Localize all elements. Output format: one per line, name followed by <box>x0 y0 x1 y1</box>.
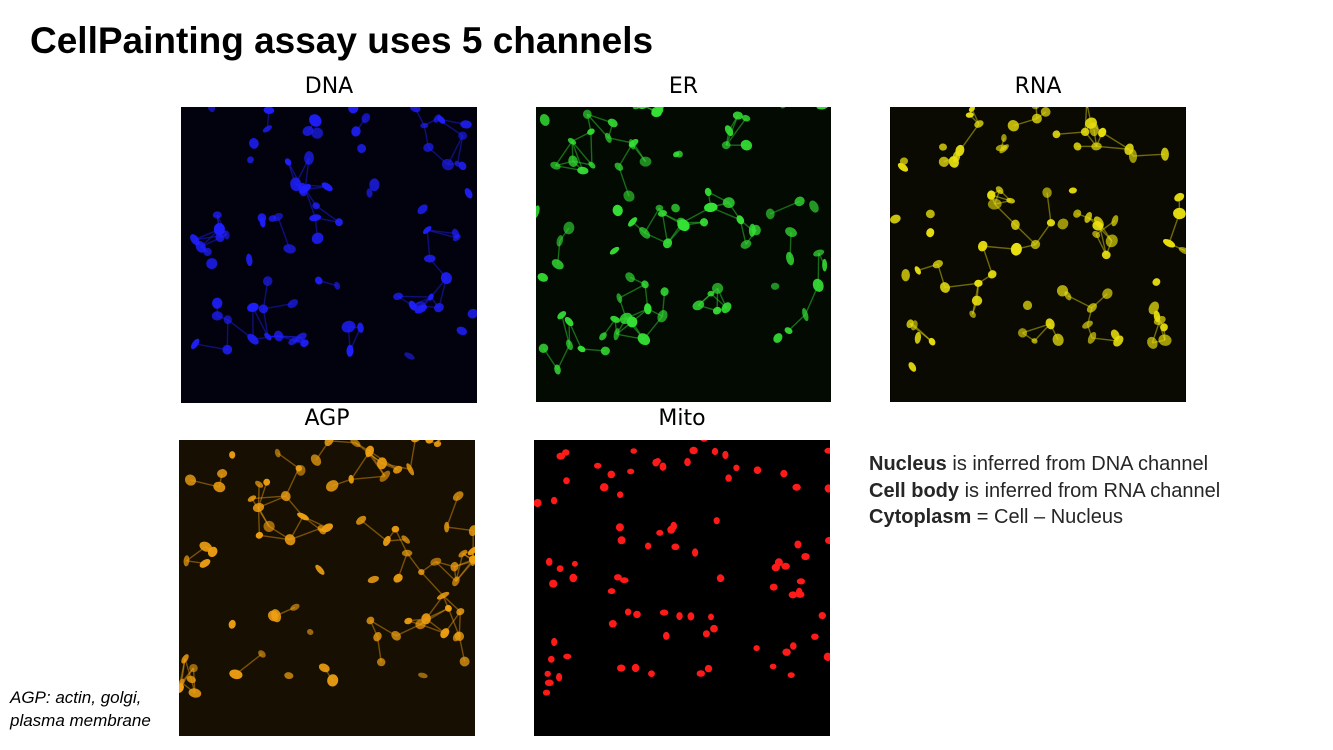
note-cell-body: Cell body is inferred from RNA channel <box>869 478 1220 505</box>
agp-footnote-line-2: plasma membrane <box>10 711 151 730</box>
agp-footnote: AGP: actin, golgi, plasma membrane <box>10 686 151 732</box>
note-cell-body-term: Cell body <box>869 479 960 502</box>
panel-label-er: ER <box>668 74 699 99</box>
panel-label-mito: Mito <box>658 406 706 431</box>
note-cell-body-text: is inferred from RNA channel <box>959 479 1221 502</box>
micrograph-mito <box>534 440 830 736</box>
slide-title: CellPainting assay uses 5 channels <box>30 20 654 61</box>
note-cytoplasm-text: = Cell – Nucleus <box>971 506 1123 528</box>
panel-rna: RNA <box>890 74 1186 402</box>
micrograph-dna <box>181 107 477 403</box>
micrograph-agp <box>179 440 475 736</box>
segmentation-notes: Nucleus is inferred from DNA channel Cel… <box>869 451 1220 531</box>
note-nucleus-text: is inferred from DNA channel <box>946 453 1209 475</box>
note-cytoplasm-term: Cytoplasm <box>869 506 972 528</box>
agp-footnote-line-1: AGP: actin, golgi, <box>10 688 142 707</box>
panel-er: ER <box>536 74 831 402</box>
panel-mito: Mito <box>534 406 830 736</box>
panel-label-agp: AGP <box>304 406 350 431</box>
micrograph-rna <box>890 107 1186 402</box>
note-cytoplasm: Cytoplasm = Cell – Nucleus <box>869 504 1220 531</box>
panel-agp: AGP <box>179 406 475 736</box>
note-nucleus-term: Nucleus <box>869 453 947 475</box>
panel-label-rna: RNA <box>1014 74 1062 99</box>
note-nucleus: Nucleus is inferred from DNA channel <box>869 451 1220 478</box>
panel-label-dna: DNA <box>304 74 354 99</box>
micrograph-er <box>536 107 831 402</box>
panel-dna: DNA <box>181 74 477 403</box>
